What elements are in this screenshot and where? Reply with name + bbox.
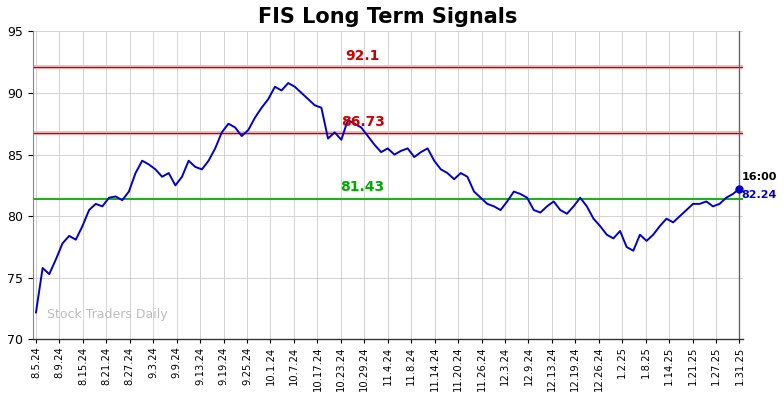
- Bar: [33, 197, 742, 199]
- Title: FIS Long Term Signals: FIS Long Term Signals: [258, 7, 517, 27]
- Text: 81.43: 81.43: [340, 180, 385, 194]
- Text: 86.73: 86.73: [341, 115, 385, 129]
- Bar: [33, 131, 742, 135]
- Bar: [33, 65, 742, 69]
- Text: Stock Traders Daily: Stock Traders Daily: [47, 308, 168, 321]
- Text: 82.24: 82.24: [742, 190, 777, 200]
- Text: 92.1: 92.1: [346, 49, 379, 63]
- Text: 16:00: 16:00: [742, 172, 777, 183]
